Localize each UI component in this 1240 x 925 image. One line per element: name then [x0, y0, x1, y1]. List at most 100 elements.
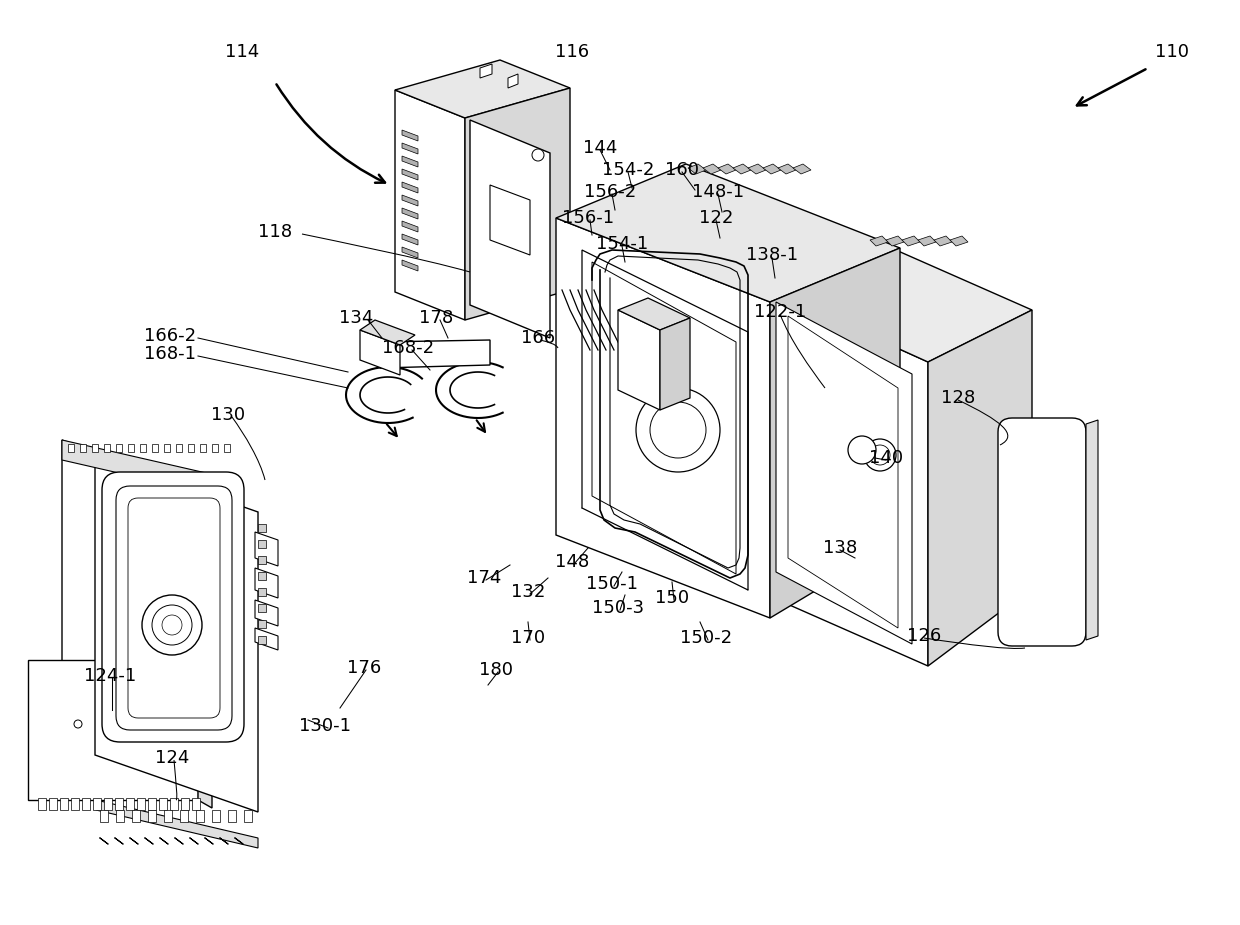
FancyBboxPatch shape [117, 486, 232, 730]
Polygon shape [901, 236, 920, 246]
Polygon shape [870, 236, 888, 246]
Text: 166: 166 [521, 329, 556, 347]
Polygon shape [770, 248, 900, 618]
Polygon shape [470, 120, 551, 338]
Text: 170: 170 [511, 629, 546, 647]
Polygon shape [618, 310, 660, 410]
Text: 178: 178 [419, 309, 453, 327]
Polygon shape [258, 524, 267, 532]
Polygon shape [618, 298, 689, 330]
Polygon shape [212, 444, 218, 452]
Polygon shape [776, 302, 911, 644]
Polygon shape [360, 320, 415, 345]
Polygon shape [71, 798, 79, 810]
Polygon shape [508, 74, 518, 88]
Text: 156-2: 156-2 [584, 183, 636, 201]
Circle shape [532, 149, 544, 161]
Polygon shape [62, 440, 228, 498]
Text: 144: 144 [583, 139, 618, 157]
Text: 154-1: 154-1 [596, 235, 649, 253]
Polygon shape [198, 660, 212, 808]
Polygon shape [192, 798, 200, 810]
Polygon shape [95, 800, 258, 848]
Polygon shape [480, 64, 492, 78]
Polygon shape [82, 798, 91, 810]
Polygon shape [93, 798, 100, 810]
Polygon shape [760, 236, 1032, 362]
Polygon shape [224, 444, 229, 452]
Polygon shape [360, 330, 401, 375]
Polygon shape [153, 444, 157, 452]
Polygon shape [787, 316, 898, 628]
Polygon shape [582, 250, 748, 590]
Polygon shape [95, 455, 258, 812]
Text: 160: 160 [665, 161, 699, 179]
FancyBboxPatch shape [998, 418, 1086, 646]
Polygon shape [117, 444, 122, 452]
Polygon shape [104, 798, 112, 810]
Polygon shape [556, 164, 900, 302]
Polygon shape [591, 262, 737, 574]
Polygon shape [402, 130, 418, 141]
Polygon shape [934, 236, 952, 246]
Polygon shape [402, 247, 418, 258]
Text: 126: 126 [906, 627, 941, 645]
Polygon shape [748, 164, 766, 174]
Polygon shape [794, 164, 811, 174]
Polygon shape [164, 444, 170, 452]
Text: 150: 150 [655, 589, 689, 607]
Text: 124: 124 [155, 749, 190, 767]
Circle shape [153, 605, 192, 645]
Polygon shape [92, 444, 98, 452]
Polygon shape [29, 660, 198, 800]
Polygon shape [396, 60, 570, 118]
Polygon shape [258, 636, 267, 644]
Polygon shape [763, 164, 781, 174]
Polygon shape [396, 90, 465, 320]
Polygon shape [718, 164, 737, 174]
Polygon shape [244, 810, 252, 822]
Polygon shape [402, 182, 418, 193]
Polygon shape [181, 798, 188, 810]
Polygon shape [402, 143, 418, 154]
Polygon shape [255, 568, 278, 598]
Polygon shape [258, 540, 267, 548]
Polygon shape [490, 185, 529, 255]
Polygon shape [200, 444, 206, 452]
Polygon shape [258, 556, 267, 564]
Polygon shape [258, 572, 267, 580]
Text: 154-2: 154-2 [601, 161, 655, 179]
Polygon shape [255, 532, 278, 566]
Polygon shape [38, 798, 46, 810]
Text: 166-2: 166-2 [144, 327, 196, 345]
Polygon shape [950, 236, 968, 246]
Polygon shape [196, 810, 205, 822]
Polygon shape [104, 444, 110, 452]
Polygon shape [159, 798, 167, 810]
Polygon shape [733, 164, 751, 174]
Polygon shape [402, 234, 418, 245]
Polygon shape [402, 221, 418, 232]
Polygon shape [176, 444, 182, 452]
Polygon shape [126, 798, 134, 810]
Polygon shape [68, 444, 74, 452]
Text: 116: 116 [556, 43, 589, 61]
Text: 168-1: 168-1 [144, 345, 196, 363]
FancyBboxPatch shape [128, 498, 219, 718]
Polygon shape [402, 208, 418, 219]
Polygon shape [887, 236, 904, 246]
Polygon shape [212, 810, 219, 822]
Polygon shape [258, 620, 267, 628]
Text: 138-1: 138-1 [746, 246, 799, 264]
Polygon shape [688, 164, 706, 174]
Text: 134: 134 [339, 309, 373, 327]
Text: 130-1: 130-1 [299, 717, 351, 735]
Circle shape [74, 720, 82, 728]
Polygon shape [81, 444, 86, 452]
Polygon shape [170, 798, 179, 810]
Text: 156-1: 156-1 [562, 209, 614, 227]
Polygon shape [140, 444, 146, 452]
Polygon shape [918, 236, 936, 246]
Circle shape [162, 615, 182, 635]
Polygon shape [115, 798, 123, 810]
